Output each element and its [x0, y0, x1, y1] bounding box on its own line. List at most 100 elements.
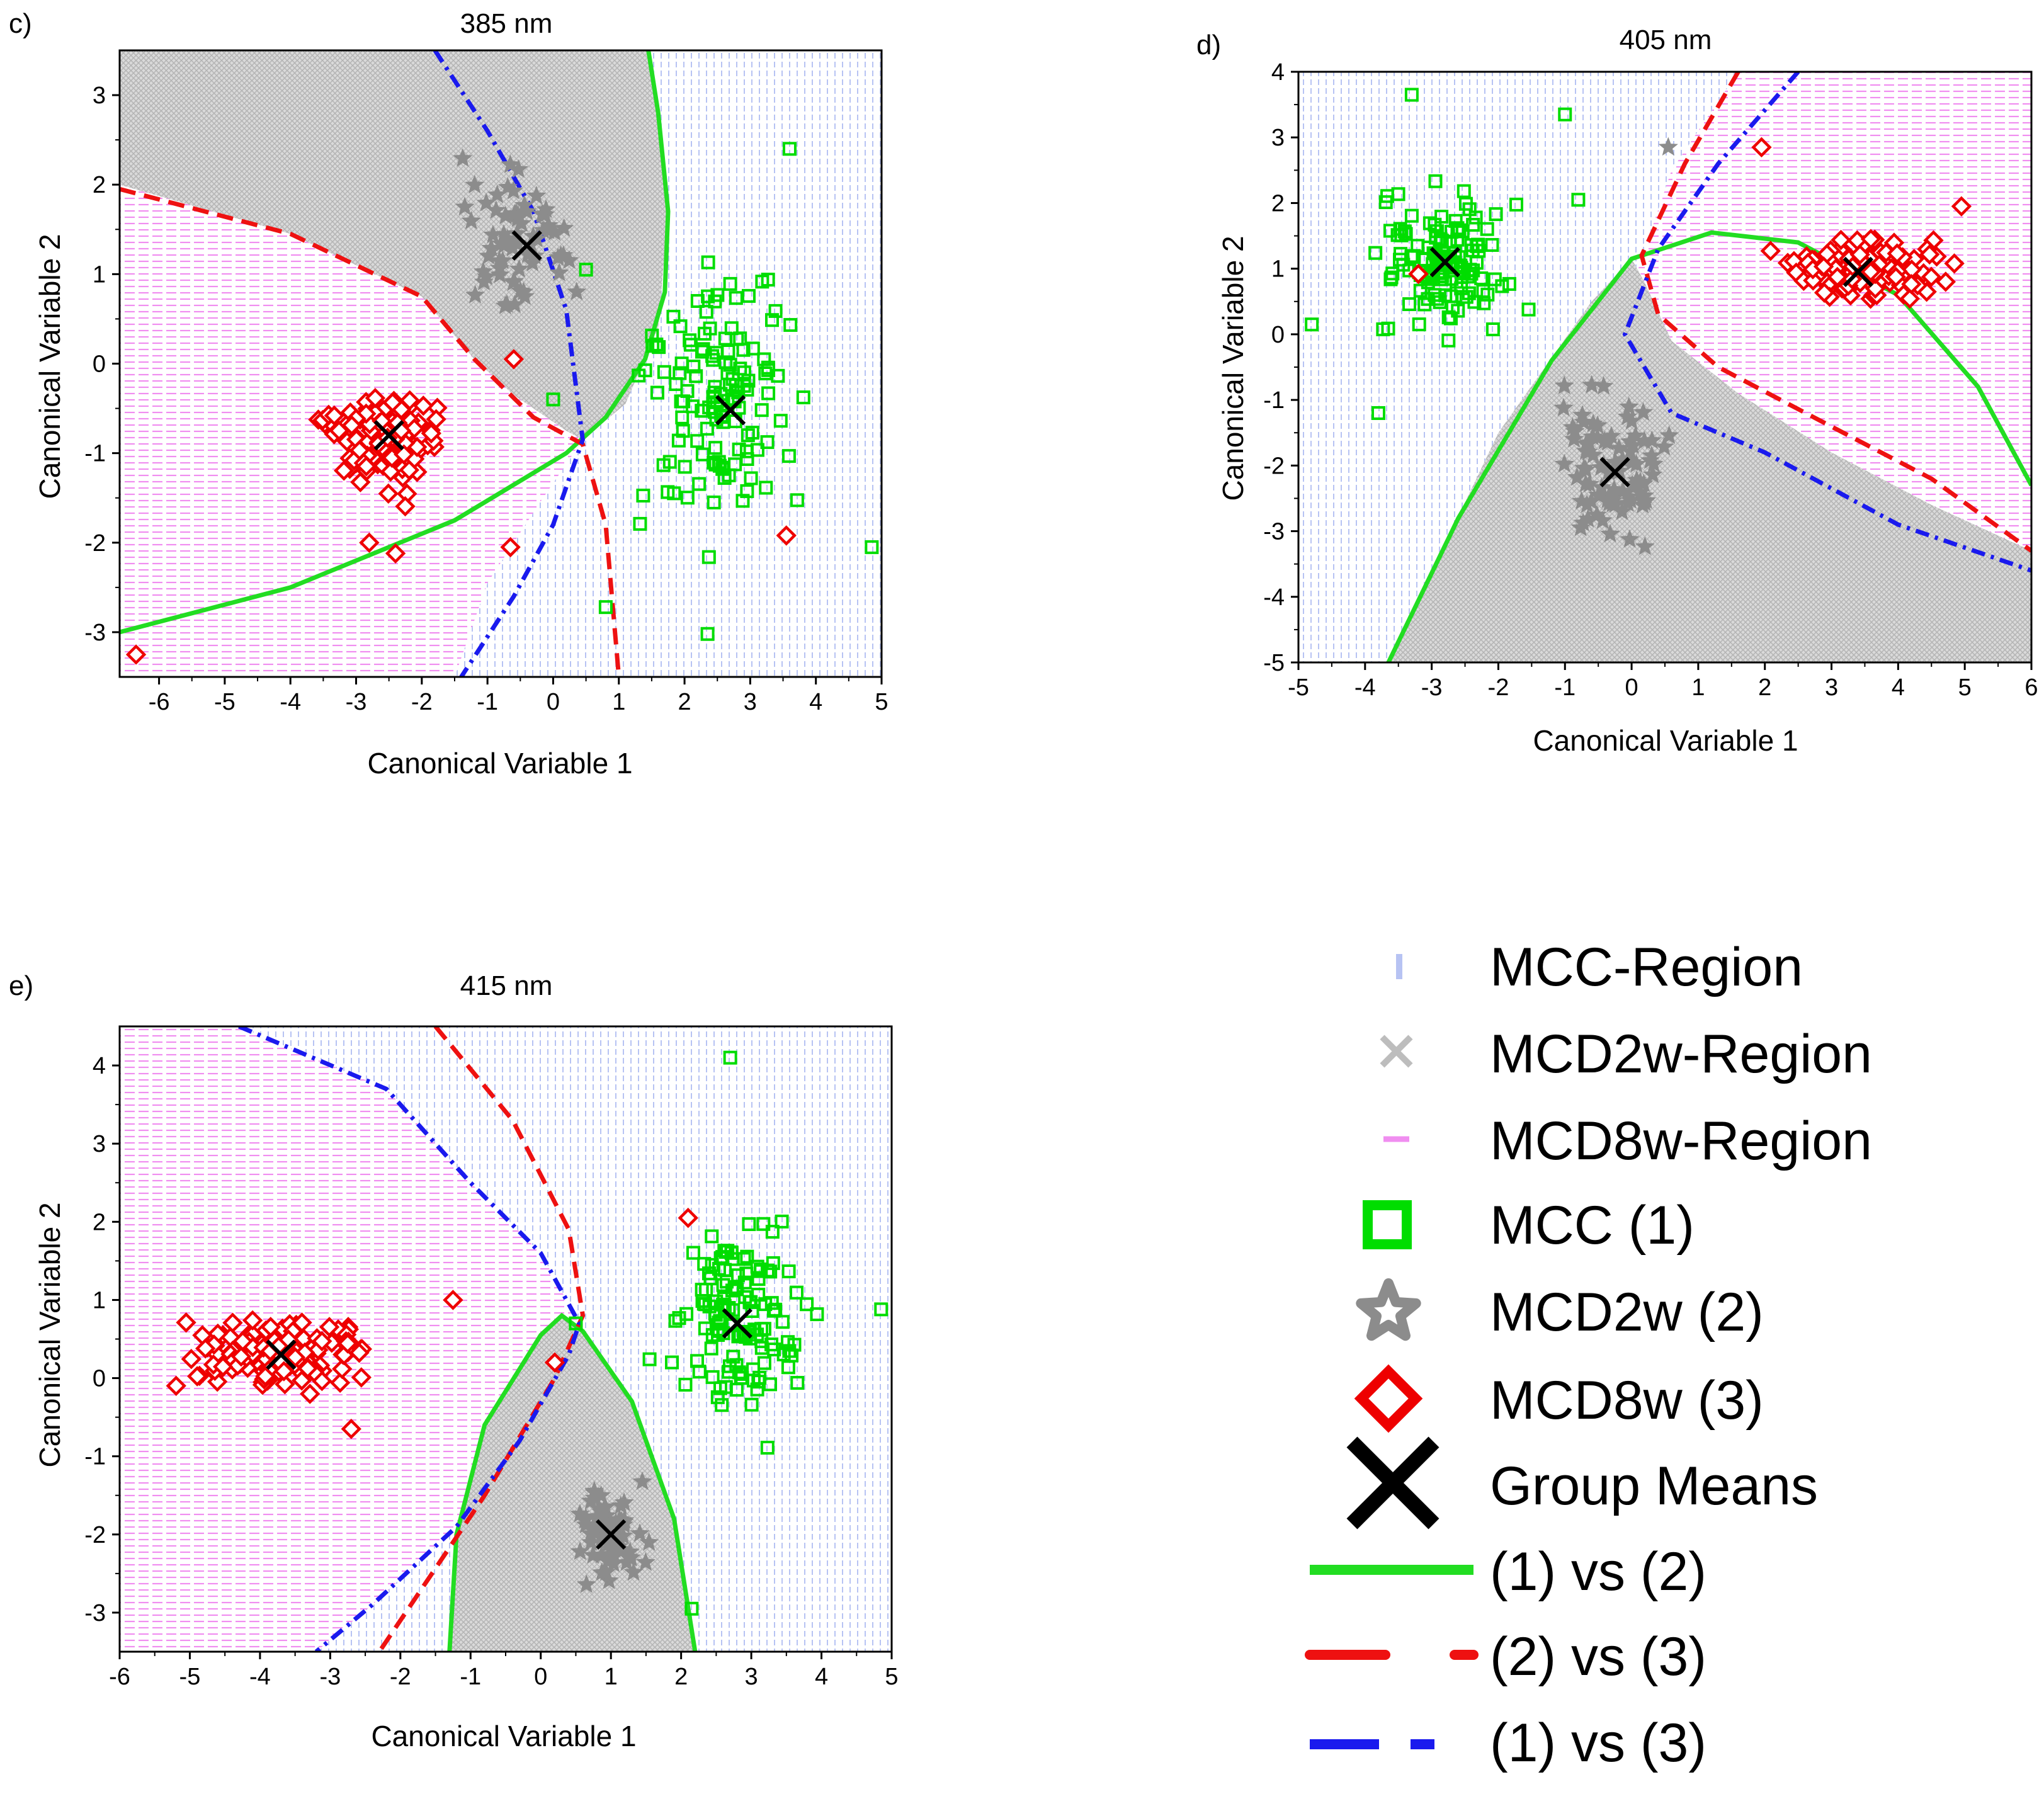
y-tick-label: 3: [93, 82, 106, 109]
mcd8w-point: [1899, 288, 1921, 309]
mcc-point: [712, 1261, 726, 1276]
mcc-point: [674, 394, 688, 409]
mcd2w-point: [1609, 438, 1629, 457]
mcd8w-point: [413, 395, 434, 416]
mcd2w-point: [453, 148, 473, 167]
mcd2w-point: [473, 261, 493, 280]
mcd8w-point: [312, 1370, 332, 1392]
mcd2w-point: [630, 1523, 650, 1542]
mcc-point: [656, 458, 671, 472]
mcc-point: [739, 444, 754, 458]
mcc-point: [1458, 196, 1473, 211]
mcc-point: [734, 1371, 748, 1385]
y-tick-label: -5: [1263, 650, 1285, 676]
legend-item-mcc: MCC (1): [1363, 1195, 1695, 1256]
mcd8w-point: [297, 1358, 318, 1379]
mcd8w-point: [1919, 244, 1940, 265]
mcd2w-point: [632, 1471, 652, 1490]
mcd2w-point: [613, 1526, 633, 1545]
mcc-point: [1558, 107, 1572, 122]
mcc-point: [744, 471, 758, 485]
legend-label: MCD2w-Region: [1490, 1024, 1872, 1084]
mcc-point: [731, 385, 746, 400]
x-tick-label: 5: [885, 1664, 898, 1690]
mcd8w-point: [273, 1361, 295, 1382]
mcd8w-point: [230, 1346, 252, 1367]
mcd2w-point: [489, 250, 509, 270]
x-tick-label: -3: [319, 1664, 341, 1690]
mcd2w-point: [1554, 453, 1574, 473]
x-axis-title: Canonical Variable 1: [1533, 724, 1798, 757]
mcd2w-point: [509, 259, 530, 278]
x-tick-label: -1: [460, 1664, 481, 1690]
mcc-point: [569, 1316, 583, 1331]
mcd8w-point: [176, 1312, 196, 1333]
mcc-point: [710, 1390, 725, 1404]
mcd2w-point: [554, 218, 574, 237]
mcc-point: [676, 424, 690, 438]
mcd8w-point: [232, 1331, 253, 1352]
mcd8w-point: [181, 1349, 202, 1370]
mcc-point: [1393, 253, 1407, 267]
panel-title: 415 nm: [460, 970, 553, 1001]
x-tick-label: -3: [346, 689, 367, 715]
mcd2w-point: [544, 222, 565, 241]
mcd2w-point: [1618, 486, 1638, 506]
mcc-point: [1402, 297, 1417, 312]
x-tick-label: 0: [547, 689, 560, 715]
mcc-point: [1464, 238, 1479, 253]
mcd2w-point: [576, 1574, 596, 1593]
legend-item-mcd8w-region: MCD8w-Region: [1383, 1111, 1872, 1171]
group-mean-marker: [596, 1519, 627, 1550]
mcd8w-point: [337, 1333, 358, 1354]
mcc-point: [1502, 276, 1516, 291]
mcc-point: [1441, 333, 1456, 348]
x-tick-label: 5: [875, 689, 888, 715]
mcc-point: [1480, 222, 1494, 236]
mcd2w-point: [1627, 470, 1647, 489]
mcc-point: [708, 441, 723, 455]
mcd8w-point: [1860, 261, 1881, 282]
mcc-point: [715, 1398, 729, 1412]
mcd2w-point: [581, 1523, 601, 1543]
mcc-point: [661, 485, 675, 499]
line13-boundary: [238, 1026, 582, 1652]
y-tick-label: 4: [1271, 59, 1285, 86]
mcc-point: [746, 341, 760, 356]
mcc-point: [665, 1355, 679, 1370]
mcc-point: [783, 318, 798, 332]
mcd2w-point: [621, 1547, 641, 1567]
mcd2w-point: [1635, 536, 1655, 555]
mcd2w-point: [1600, 523, 1620, 543]
y-tick-label: -1: [84, 441, 106, 467]
mcc-point: [704, 1341, 718, 1356]
mcc-point: [745, 426, 759, 440]
x-tick-label: 2: [1758, 674, 1771, 701]
mcd8w-point: [1831, 229, 1851, 251]
legend-label: (2) vs (3): [1490, 1627, 1706, 1687]
mcc-point: [1404, 208, 1419, 223]
panel-405nm: d) 405 nm -5 -4 -3 -2 -1 0 1 2 3 4 5 6 -5 -4 -3 -2 -1 0 1 2…: [1196, 25, 2038, 757]
mcc-point: [1450, 232, 1465, 247]
mcd8w-point: [312, 1331, 332, 1352]
mcd2w-point: [1554, 375, 1574, 395]
x-tick-label: 1: [1691, 674, 1705, 701]
y-tick-label: -3: [84, 1600, 106, 1627]
mcc-point: [701, 289, 715, 304]
mcd2w-point: [1574, 412, 1594, 431]
legend-item-line23: (2) vs (3): [1305, 1627, 1706, 1687]
mcc-point: [724, 1245, 739, 1259]
mcc-point: [874, 1302, 889, 1317]
mcc-point: [718, 355, 733, 370]
mcc-point: [1487, 272, 1502, 287]
mcd8w-point: [1751, 137, 1772, 158]
mcc-point: [1480, 287, 1495, 302]
mcd8w-point: [300, 1383, 321, 1404]
mcd8w-point: [776, 525, 797, 546]
mcd8w-point: [356, 456, 377, 477]
mcc-point: [790, 1376, 805, 1390]
mcd2w-point: [514, 281, 534, 301]
mcc-point: [776, 1347, 791, 1361]
mcc-point: [723, 276, 737, 291]
